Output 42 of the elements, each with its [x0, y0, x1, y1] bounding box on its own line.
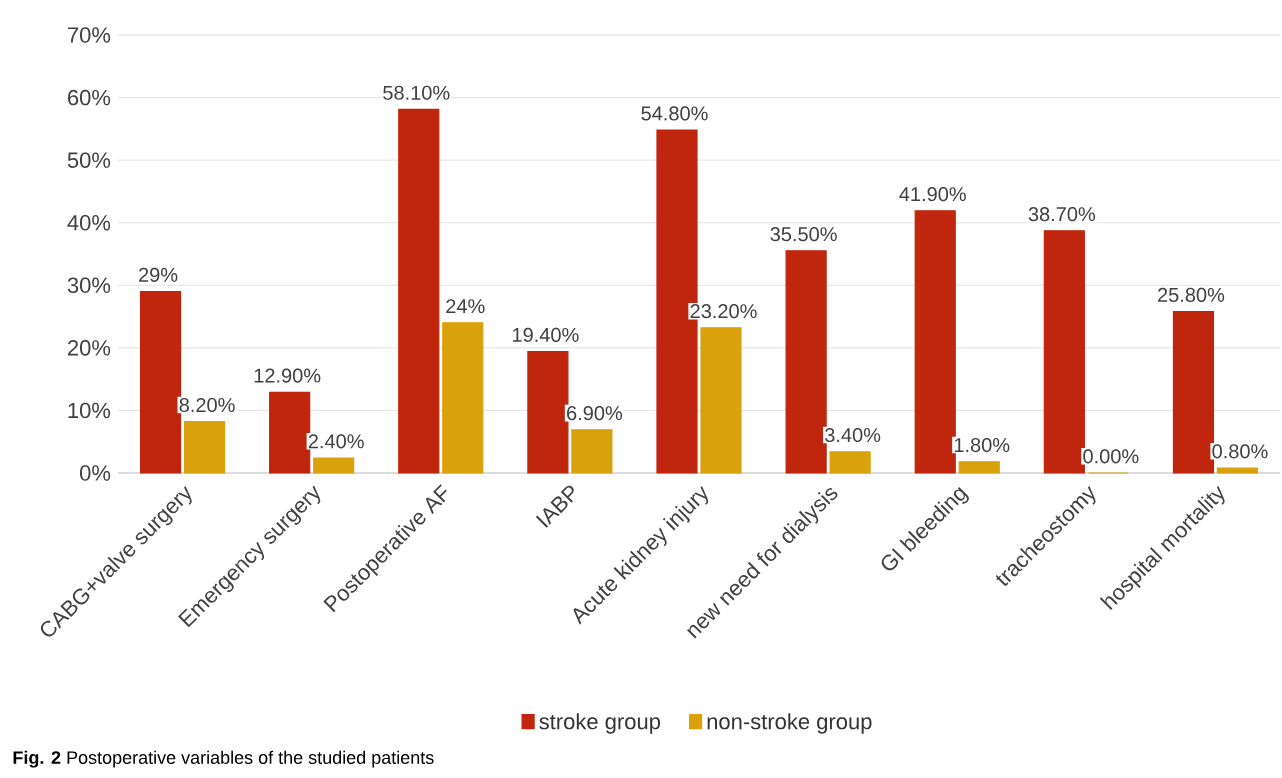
data-label: 3.40%	[825, 427, 881, 443]
bar	[571, 429, 613, 474]
y-tick-label: 50%	[67, 152, 111, 168]
bar	[785, 250, 827, 474]
bar	[398, 108, 440, 474]
data-label: 19.40%	[513, 327, 579, 343]
data-label: 54.80%	[641, 106, 708, 121]
bar	[1043, 230, 1085, 474]
legend-label: stroke group	[539, 713, 661, 734]
data-label: 2.40%	[308, 434, 364, 449]
bar	[700, 327, 742, 474]
data-label: 0.80%	[1212, 444, 1268, 459]
bar	[914, 210, 956, 474]
bar	[829, 451, 871, 474]
data-label: 23.20%	[690, 304, 757, 319]
legend-label: non-stroke group	[707, 713, 872, 734]
y-tick-label: 60%	[68, 89, 111, 106]
y-tick-label: 0%	[79, 465, 111, 481]
y-tick-label: 40%	[67, 214, 111, 231]
data-label: 58.10%	[383, 85, 450, 100]
data-label: 6.90%	[567, 406, 623, 421]
data-label: 29%	[139, 267, 178, 282]
bar	[527, 351, 569, 474]
bar	[958, 461, 1000, 474]
y-tick-label: 20%	[68, 340, 111, 356]
data-label: 24%	[446, 299, 485, 314]
data-label: 35.50%	[770, 227, 837, 242]
y-tick-label: 70%	[68, 27, 111, 43]
data-label: 41.90%	[899, 187, 966, 202]
bar	[313, 457, 355, 474]
data-label: 1.80%	[954, 437, 1010, 453]
data-label: 38.70%	[1028, 207, 1096, 222]
bar	[442, 322, 484, 474]
data-label: 0.00%	[1083, 449, 1139, 464]
bar	[183, 421, 226, 474]
data-label: 8.20%	[179, 397, 235, 413]
data-label: 12.90%	[254, 368, 321, 383]
text: Fig. 2 Postoperative variables of the studied patients	[13, 750, 434, 768]
bar	[1216, 467, 1259, 474]
data-label: 25.80%	[1158, 287, 1225, 302]
y-tick-label: 10%	[68, 402, 111, 419]
y-tick-label: 30%	[67, 277, 111, 294]
